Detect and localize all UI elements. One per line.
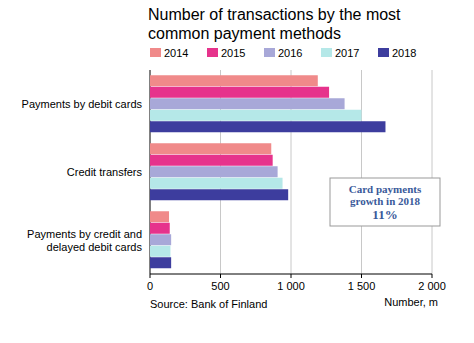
category-label: Payments by credit anddelayed debit card…	[27, 228, 142, 253]
legend-swatch	[378, 48, 389, 57]
grid-line	[361, 70, 362, 274]
legend-label: 2014	[164, 47, 188, 59]
tick-mark	[150, 274, 151, 278]
text-line: delayed debit cards	[47, 241, 143, 253]
bar	[150, 75, 318, 86]
bar	[150, 257, 171, 268]
title: Number of transactions by the most common…	[148, 6, 401, 42]
legend-item: 2014	[150, 47, 188, 59]
legend-item: 2018	[378, 47, 416, 59]
bar	[150, 246, 170, 257]
bar	[150, 143, 271, 154]
annotation: 11%	[372, 207, 397, 222]
bars	[150, 75, 385, 268]
bar	[150, 87, 329, 98]
text-line: Payments by debit cards	[22, 98, 143, 110]
text-line: Card payments	[349, 183, 422, 195]
legend-label: 2015	[221, 47, 245, 59]
tick-label: 500	[211, 280, 229, 292]
tick-mark	[361, 274, 362, 278]
tick-label: 1 500	[348, 280, 376, 292]
tick-mark	[432, 274, 433, 278]
annotation-box	[330, 178, 440, 226]
source: Source: Bank of Finland	[150, 298, 267, 310]
legend-swatch	[150, 48, 161, 57]
category-label: Credit transfers	[67, 166, 143, 178]
grid-line	[432, 70, 433, 274]
legend-label: 2017	[335, 47, 359, 59]
legend-item: 2015	[207, 47, 245, 59]
legend-label: 2018	[392, 47, 416, 59]
text-line: Number of transactions by the most	[148, 6, 401, 23]
tick-label: 2 000	[418, 280, 446, 292]
text-line: Credit transfers	[67, 166, 143, 178]
text-line: common payment methods	[148, 25, 341, 42]
text-line: Payments by credit and	[27, 228, 142, 240]
bar	[150, 155, 273, 166]
annotation: Card paymentsgrowth in 2018	[349, 183, 422, 207]
bar	[150, 178, 283, 189]
tick-label: 1 000	[277, 280, 305, 292]
bar	[150, 234, 171, 245]
bar	[150, 166, 278, 177]
tick-label: 0	[147, 280, 153, 292]
legend-label: 2016	[278, 47, 302, 59]
x-axis-label: Number, m	[384, 296, 438, 308]
bar	[150, 211, 169, 222]
bar	[150, 189, 288, 200]
bar	[150, 121, 385, 132]
bar	[150, 223, 170, 234]
chart: Number of transactions by the most common…	[0, 0, 474, 343]
tick-mark	[291, 274, 292, 278]
legend-swatch	[321, 48, 332, 57]
bar	[150, 110, 362, 121]
tick-mark	[220, 274, 221, 278]
bar	[150, 98, 345, 109]
text-line: growth in 2018	[350, 195, 421, 207]
legend-swatch	[207, 48, 218, 57]
legend-item: 2017	[321, 47, 359, 59]
x-axis	[150, 274, 432, 275]
legend-item: 2016	[264, 47, 302, 59]
legend-swatch	[264, 48, 275, 57]
category-label: Payments by debit cards	[22, 98, 143, 110]
